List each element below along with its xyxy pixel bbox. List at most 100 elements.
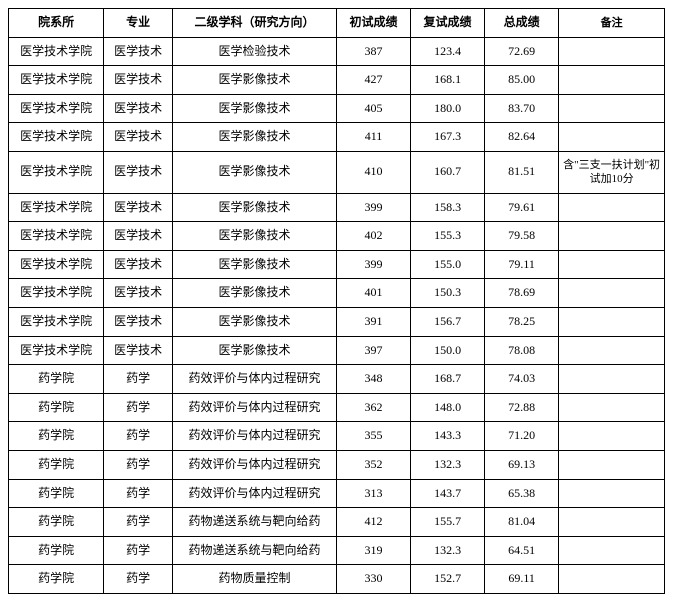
table-row: 医学技术学院医学技术医学影像技术410160.781.51含"三支一扶计划"初试… xyxy=(9,151,665,193)
table-cell: 医学技术学院 xyxy=(9,151,104,193)
column-header: 初试成绩 xyxy=(336,9,410,38)
table-cell: 药学 xyxy=(104,565,173,594)
table-cell: 402 xyxy=(336,222,410,251)
table-cell: 药学 xyxy=(104,393,173,422)
table-cell xyxy=(559,250,665,279)
table-cell: 医学技术学院 xyxy=(9,307,104,336)
table-cell: 362 xyxy=(336,393,410,422)
table-cell: 132.3 xyxy=(411,536,485,565)
table-cell: 74.03 xyxy=(485,365,559,394)
table-cell: 医学影像技术 xyxy=(172,336,336,365)
table-cell: 药学 xyxy=(104,479,173,508)
table-cell xyxy=(559,536,665,565)
table-cell: 71.20 xyxy=(485,422,559,451)
table-cell: 319 xyxy=(336,536,410,565)
table-cell: 药学院 xyxy=(9,393,104,422)
table-row: 药学院药学药效评价与体内过程研究352132.369.13 xyxy=(9,450,665,479)
table-cell: 150.3 xyxy=(411,279,485,308)
table-row: 药学院药学药物质量控制330152.769.11 xyxy=(9,565,665,594)
admissions-table: 院系所专业二级学科（研究方向）初试成绩复试成绩总成绩备注 医学技术学院医学技术医… xyxy=(8,8,665,594)
table-row: 医学技术学院医学技术医学影像技术427168.185.00 xyxy=(9,66,665,95)
table-row: 医学技术学院医学技术医学影像技术399155.079.11 xyxy=(9,250,665,279)
table-row: 医学技术学院医学技术医学影像技术391156.778.25 xyxy=(9,307,665,336)
table-cell: 医学技术 xyxy=(104,151,173,193)
table-cell: 医学技术学院 xyxy=(9,66,104,95)
table-body: 医学技术学院医学技术医学检验技术387123.472.69医学技术学院医学技术医… xyxy=(9,37,665,593)
table-cell: 156.7 xyxy=(411,307,485,336)
table-cell xyxy=(559,193,665,222)
table-cell xyxy=(559,66,665,95)
column-header: 总成绩 xyxy=(485,9,559,38)
table-cell xyxy=(559,422,665,451)
table-cell: 83.70 xyxy=(485,94,559,123)
table-cell: 医学影像技术 xyxy=(172,123,336,152)
table-cell xyxy=(559,450,665,479)
table-cell: 药学 xyxy=(104,365,173,394)
table-cell: 医学技术学院 xyxy=(9,193,104,222)
table-cell: 79.11 xyxy=(485,250,559,279)
table-cell: 药学 xyxy=(104,450,173,479)
table-cell: 85.00 xyxy=(485,66,559,95)
table-cell: 医学技术 xyxy=(104,250,173,279)
table-cell: 82.64 xyxy=(485,123,559,152)
table-cell: 78.69 xyxy=(485,279,559,308)
table-cell: 160.7 xyxy=(411,151,485,193)
table-cell xyxy=(559,307,665,336)
table-cell xyxy=(559,123,665,152)
table-cell: 313 xyxy=(336,479,410,508)
table-cell: 81.51 xyxy=(485,151,559,193)
table-cell: 69.13 xyxy=(485,450,559,479)
table-cell: 药学院 xyxy=(9,365,104,394)
table-cell: 药学院 xyxy=(9,565,104,594)
table-cell: 78.25 xyxy=(485,307,559,336)
table-row: 药学院药学药效评价与体内过程研究348168.774.03 xyxy=(9,365,665,394)
column-header: 院系所 xyxy=(9,9,104,38)
table-cell: 医学技术 xyxy=(104,37,173,66)
table-cell: 412 xyxy=(336,508,410,537)
table-cell: 405 xyxy=(336,94,410,123)
table-cell: 药学院 xyxy=(9,508,104,537)
table-cell: 医学技术学院 xyxy=(9,222,104,251)
table-cell: 410 xyxy=(336,151,410,193)
table-cell: 医学影像技术 xyxy=(172,279,336,308)
table-cell: 医学技术 xyxy=(104,222,173,251)
table-cell: 399 xyxy=(336,193,410,222)
column-header: 专业 xyxy=(104,9,173,38)
table-cell: 医学技术 xyxy=(104,307,173,336)
table-cell: 397 xyxy=(336,336,410,365)
table-cell: 391 xyxy=(336,307,410,336)
table-cell: 医学影像技术 xyxy=(172,151,336,193)
table-cell: 医学技术 xyxy=(104,193,173,222)
table-cell: 155.3 xyxy=(411,222,485,251)
header-row: 院系所专业二级学科（研究方向）初试成绩复试成绩总成绩备注 xyxy=(9,9,665,38)
table-cell: 含"三支一扶计划"初试加10分 xyxy=(559,151,665,193)
table-cell: 医学技术 xyxy=(104,94,173,123)
table-cell: 143.7 xyxy=(411,479,485,508)
table-cell: 药学院 xyxy=(9,450,104,479)
table-cell xyxy=(559,565,665,594)
table-cell: 81.04 xyxy=(485,508,559,537)
table-cell: 医学技术学院 xyxy=(9,279,104,308)
table-cell: 药学院 xyxy=(9,479,104,508)
table-cell: 药学院 xyxy=(9,536,104,565)
table-row: 医学技术学院医学技术医学影像技术401150.378.69 xyxy=(9,279,665,308)
table-cell: 医学影像技术 xyxy=(172,193,336,222)
table-cell: 72.88 xyxy=(485,393,559,422)
table-cell: 药学院 xyxy=(9,422,104,451)
table-cell: 药效评价与体内过程研究 xyxy=(172,393,336,422)
table-cell: 143.3 xyxy=(411,422,485,451)
table-cell: 医学技术学院 xyxy=(9,94,104,123)
table-cell: 药学 xyxy=(104,422,173,451)
table-cell: 药效评价与体内过程研究 xyxy=(172,479,336,508)
table-cell xyxy=(559,222,665,251)
table-cell: 药效评价与体内过程研究 xyxy=(172,422,336,451)
table-cell xyxy=(559,365,665,394)
table-cell: 医学技术学院 xyxy=(9,123,104,152)
table-cell: 167.3 xyxy=(411,123,485,152)
table-cell: 330 xyxy=(336,565,410,594)
table-cell: 医学技术 xyxy=(104,66,173,95)
table-row: 药学院药学药效评价与体内过程研究355143.371.20 xyxy=(9,422,665,451)
table-cell xyxy=(559,508,665,537)
table-cell: 医学技术 xyxy=(104,279,173,308)
table-cell: 123.4 xyxy=(411,37,485,66)
